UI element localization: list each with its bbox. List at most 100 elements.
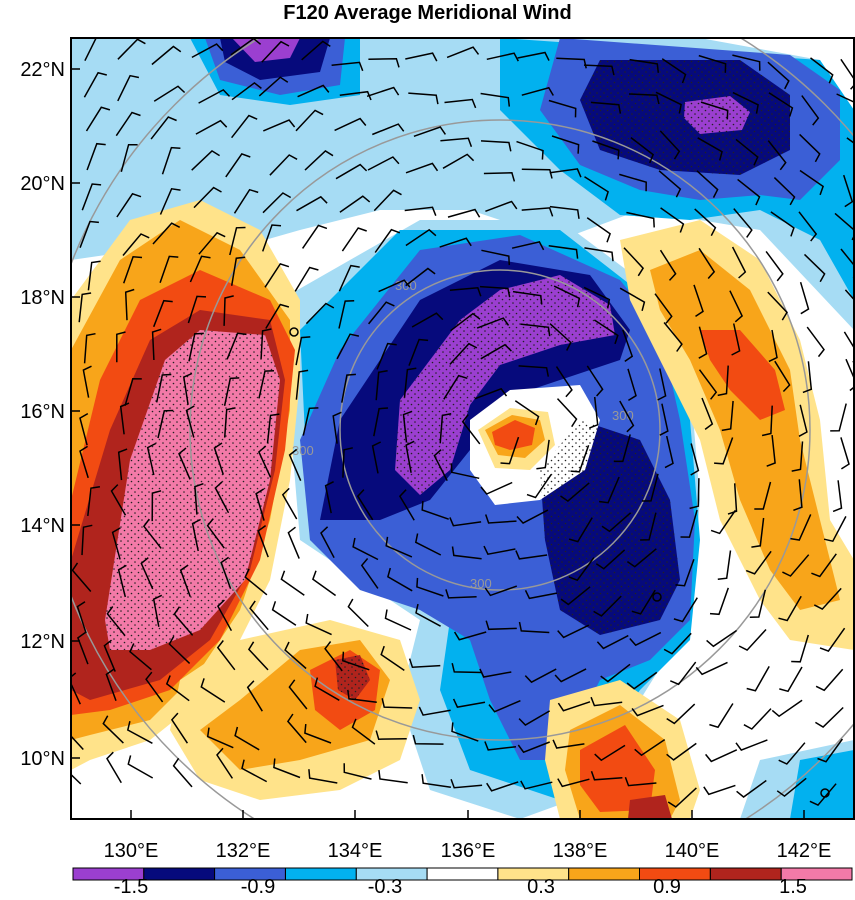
wind-barb (182, 372, 193, 405)
wind-barb (512, 290, 543, 305)
lon-label: 136°E (441, 840, 496, 862)
wind-barb (666, 742, 697, 761)
wind-barb (802, 361, 813, 394)
wind-barb (447, 208, 481, 218)
wind-barb (484, 514, 517, 524)
wind-barb (583, 286, 611, 309)
station-marker (652, 592, 662, 602)
wind-barb (733, 208, 753, 238)
wind-barb (774, 360, 791, 393)
wind-barb (629, 631, 662, 647)
colorbar-swatch (426, 867, 499, 881)
wind-barb (257, 445, 272, 478)
wind-barb (479, 668, 512, 678)
wind-barb (87, 260, 101, 291)
wind-barb (595, 549, 626, 570)
wind-barb (83, 71, 107, 98)
wind-barb (710, 509, 737, 535)
wind-barb (843, 331, 854, 363)
wind-barb (233, 188, 259, 214)
wind-barb (488, 700, 521, 713)
wind-barb (314, 677, 340, 701)
wind-barb (557, 624, 590, 639)
wind-barb (305, 302, 335, 325)
wind-barb (476, 317, 510, 329)
wind-barb (301, 40, 331, 61)
wind-barb (159, 187, 181, 215)
wind-barb (751, 517, 765, 548)
wind-barb (213, 442, 225, 475)
wind-barb (810, 57, 834, 84)
wind-barb (200, 678, 226, 703)
wind-barb (304, 724, 332, 744)
wind-barb (79, 220, 99, 248)
wind-barb (288, 448, 302, 481)
wind-barb (735, 739, 768, 752)
wind-barb (520, 780, 553, 790)
wind-barb (626, 671, 658, 690)
wind-barb (727, 483, 738, 515)
wind-barb (440, 137, 473, 147)
map-plot-area: 300 300 300 300 (71, 38, 854, 819)
wind-barb (840, 437, 850, 470)
wind-barb (117, 38, 146, 60)
wind-barb (732, 54, 761, 71)
wind-barb (624, 776, 657, 787)
wind-barb (453, 631, 487, 641)
wind-barb (659, 249, 677, 281)
wind-barb (767, 291, 788, 321)
wind-barb (408, 338, 429, 366)
wind-barb (261, 224, 282, 252)
colorbar-label: -0.3 (368, 876, 402, 898)
wind-barb (593, 319, 619, 345)
wind-barb (798, 404, 808, 437)
wind-barb (263, 119, 296, 132)
wind-barb (172, 757, 193, 788)
wind-barb (294, 266, 319, 292)
wind-barb (590, 696, 623, 707)
wind-barb (446, 46, 480, 59)
wind-barb (695, 661, 728, 676)
wind-barb (371, 441, 382, 474)
wind-barb (247, 641, 269, 671)
wind-barb (626, 211, 655, 228)
wind-barb (626, 548, 657, 568)
wind-barb (815, 706, 844, 728)
wind-barb (287, 526, 300, 559)
wind-barb (630, 137, 655, 164)
wind-barb (193, 186, 222, 209)
wind-barb (225, 152, 251, 178)
wind-barb (297, 84, 330, 98)
wind-barb (560, 482, 590, 503)
wind-barb (698, 247, 716, 280)
colorbar-swatch (780, 867, 853, 881)
wind-barb (378, 279, 411, 293)
wind-barb (619, 287, 646, 311)
wind-barb (405, 440, 415, 473)
wind-barb (553, 285, 581, 308)
wind-barb (484, 585, 518, 597)
wind-barb (592, 140, 620, 160)
wind-barb (732, 91, 759, 114)
wind-barb (117, 448, 128, 481)
wind-barb (384, 609, 412, 631)
wind-barb (737, 178, 761, 206)
wind-barb (694, 208, 717, 237)
wind-barb (745, 550, 772, 575)
wind-barb (551, 135, 580, 154)
wind-barb (600, 663, 631, 683)
wind-barb (521, 168, 553, 179)
wind-barb (721, 400, 734, 432)
wind-barb (324, 641, 343, 672)
wind-barb (116, 192, 142, 218)
wind-barb (803, 253, 826, 283)
wind-barbs (71, 38, 854, 808)
wind-barb (191, 43, 224, 59)
wind-barb (258, 369, 275, 399)
wind-barb (372, 123, 405, 136)
wind-barb (231, 81, 262, 101)
wind-barb (518, 621, 550, 634)
wind-barb (332, 411, 342, 444)
wind-barb (336, 333, 360, 360)
